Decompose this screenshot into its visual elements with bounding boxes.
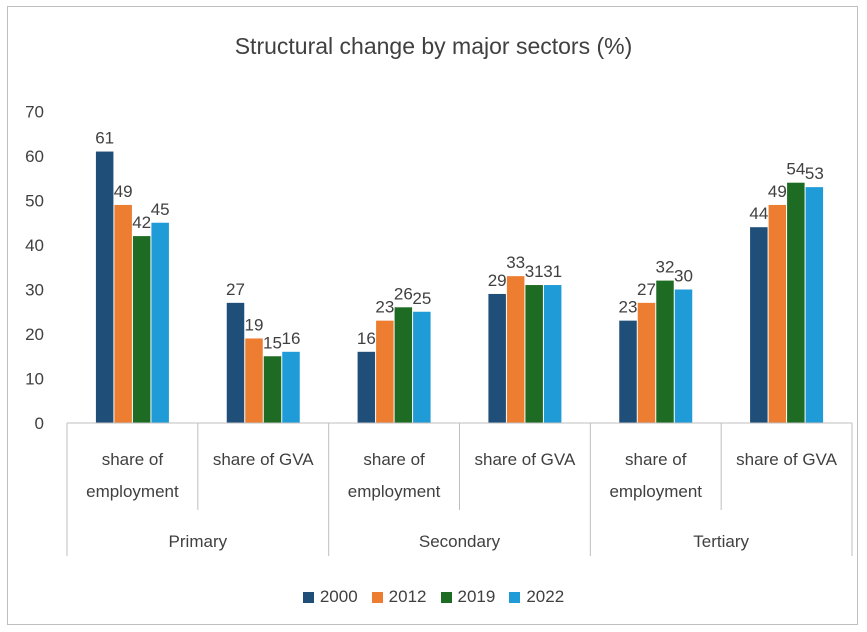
y-tick-label: 40 [25,236,44,255]
bar [656,280,674,423]
category-label: share of [625,450,687,469]
bar [226,302,245,423]
category-label: share of GVA [213,450,314,469]
bar [525,285,543,423]
data-label: 16 [282,329,301,348]
data-label: 27 [637,280,656,299]
group-label: Secondary [419,532,501,551]
category-label: share of GVA [475,450,576,469]
legend-label: 2019 [457,587,496,606]
data-label: 30 [674,267,693,286]
bar [805,187,824,423]
bar [543,285,562,423]
data-label: 16 [357,329,376,348]
category-label: employment [86,482,179,501]
data-label: 49 [768,182,787,201]
chart-title: Structural change by major sectors (%) [234,33,633,59]
legend-item: 2000 [302,587,358,607]
y-tick-label: 20 [25,325,44,344]
category-label: share of [363,450,425,469]
bar [245,338,263,423]
bar [357,351,376,423]
bar [114,204,132,423]
bar [506,276,525,423]
legend-item: 2019 [440,587,496,607]
bar [282,351,300,423]
data-label: 27 [226,280,245,299]
data-label: 19 [245,315,264,334]
y-tick-label: 50 [25,192,44,211]
data-label: 31 [543,262,562,281]
y-tick-label: 60 [25,147,44,166]
bar [787,182,805,423]
legend-label: 2000 [319,587,358,606]
data-label: 49 [114,182,133,201]
data-label: 54 [786,160,805,179]
data-label: 29 [488,271,507,290]
group-label: Primary [169,532,228,551]
bar [263,356,282,423]
y-tick-label: 70 [25,103,44,122]
bar [674,289,693,423]
bar [132,236,151,423]
data-label: 15 [263,333,282,352]
category-label: share of [102,450,164,469]
legend-swatch [302,591,314,603]
y-tick-label: 0 [35,414,44,433]
y-tick-label: 10 [25,370,44,389]
data-label: 53 [805,164,824,183]
legend-swatch [509,591,521,603]
bar [619,320,637,423]
data-label: 25 [412,289,431,308]
category-label: employment [609,482,702,501]
chart-frame [7,6,858,625]
data-label: 23 [619,298,638,317]
bar [768,204,787,423]
legend-swatch [371,591,383,603]
data-label: 32 [656,258,675,277]
bar [637,302,656,423]
legend-label: 2012 [388,587,427,606]
legend-item: 2012 [371,587,427,607]
legend-label: 2022 [526,587,565,606]
bar [95,151,114,424]
data-label: 31 [525,262,544,281]
group-label: Tertiary [693,532,749,551]
bar [750,227,768,423]
bar [376,320,394,423]
legend-item: 2022 [509,587,564,607]
category-label: share of GVA [736,450,837,469]
legend-swatch [440,591,452,603]
chart-legend: 2000 2012 2019 2022 [0,587,867,607]
bar [413,311,431,423]
bar [151,222,169,423]
data-label: 33 [506,253,525,272]
data-label: 45 [151,200,170,219]
data-label: 26 [394,284,413,303]
y-tick-label: 30 [25,281,44,300]
data-label: 23 [375,298,394,317]
data-label: 42 [132,213,151,232]
category-label: employment [348,482,441,501]
data-label: 61 [95,129,114,148]
bar [488,293,506,423]
bar [394,307,413,423]
data-label: 44 [749,204,768,223]
